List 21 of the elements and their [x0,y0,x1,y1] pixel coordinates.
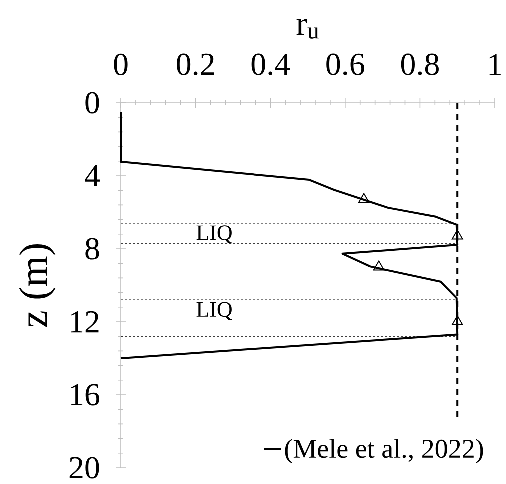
point [452,316,464,326]
y-tick-label: 0 [86,92,100,114]
legend-label: (Mele et al., 2022) [285,439,484,464]
y-tick-label: 16 [71,384,100,406]
point [358,193,370,204]
x-tick-label: 0.4 [252,54,290,76]
x-tick-label: 0 [114,54,128,76]
point [373,260,385,271]
x-tick-label: 0.6 [326,54,364,76]
point [452,230,464,240]
x-tick-label: 1 [490,54,502,76]
x-tick-label: 0.8 [401,54,439,76]
y-tick-label: 20 [70,457,100,479]
ref-line-label: LIQ [196,302,232,320]
x-axis-title: r$_{u}$ [296,18,319,39]
y-tick-label: 4 [85,165,100,187]
y-axis-title: z (m) [19,244,56,328]
x-tick-label: 0.2 [177,54,214,76]
y-tick-label: 12 [71,311,99,333]
y-tick-label: 8 [86,238,100,260]
ref-line-label: LIQ [196,226,232,244]
